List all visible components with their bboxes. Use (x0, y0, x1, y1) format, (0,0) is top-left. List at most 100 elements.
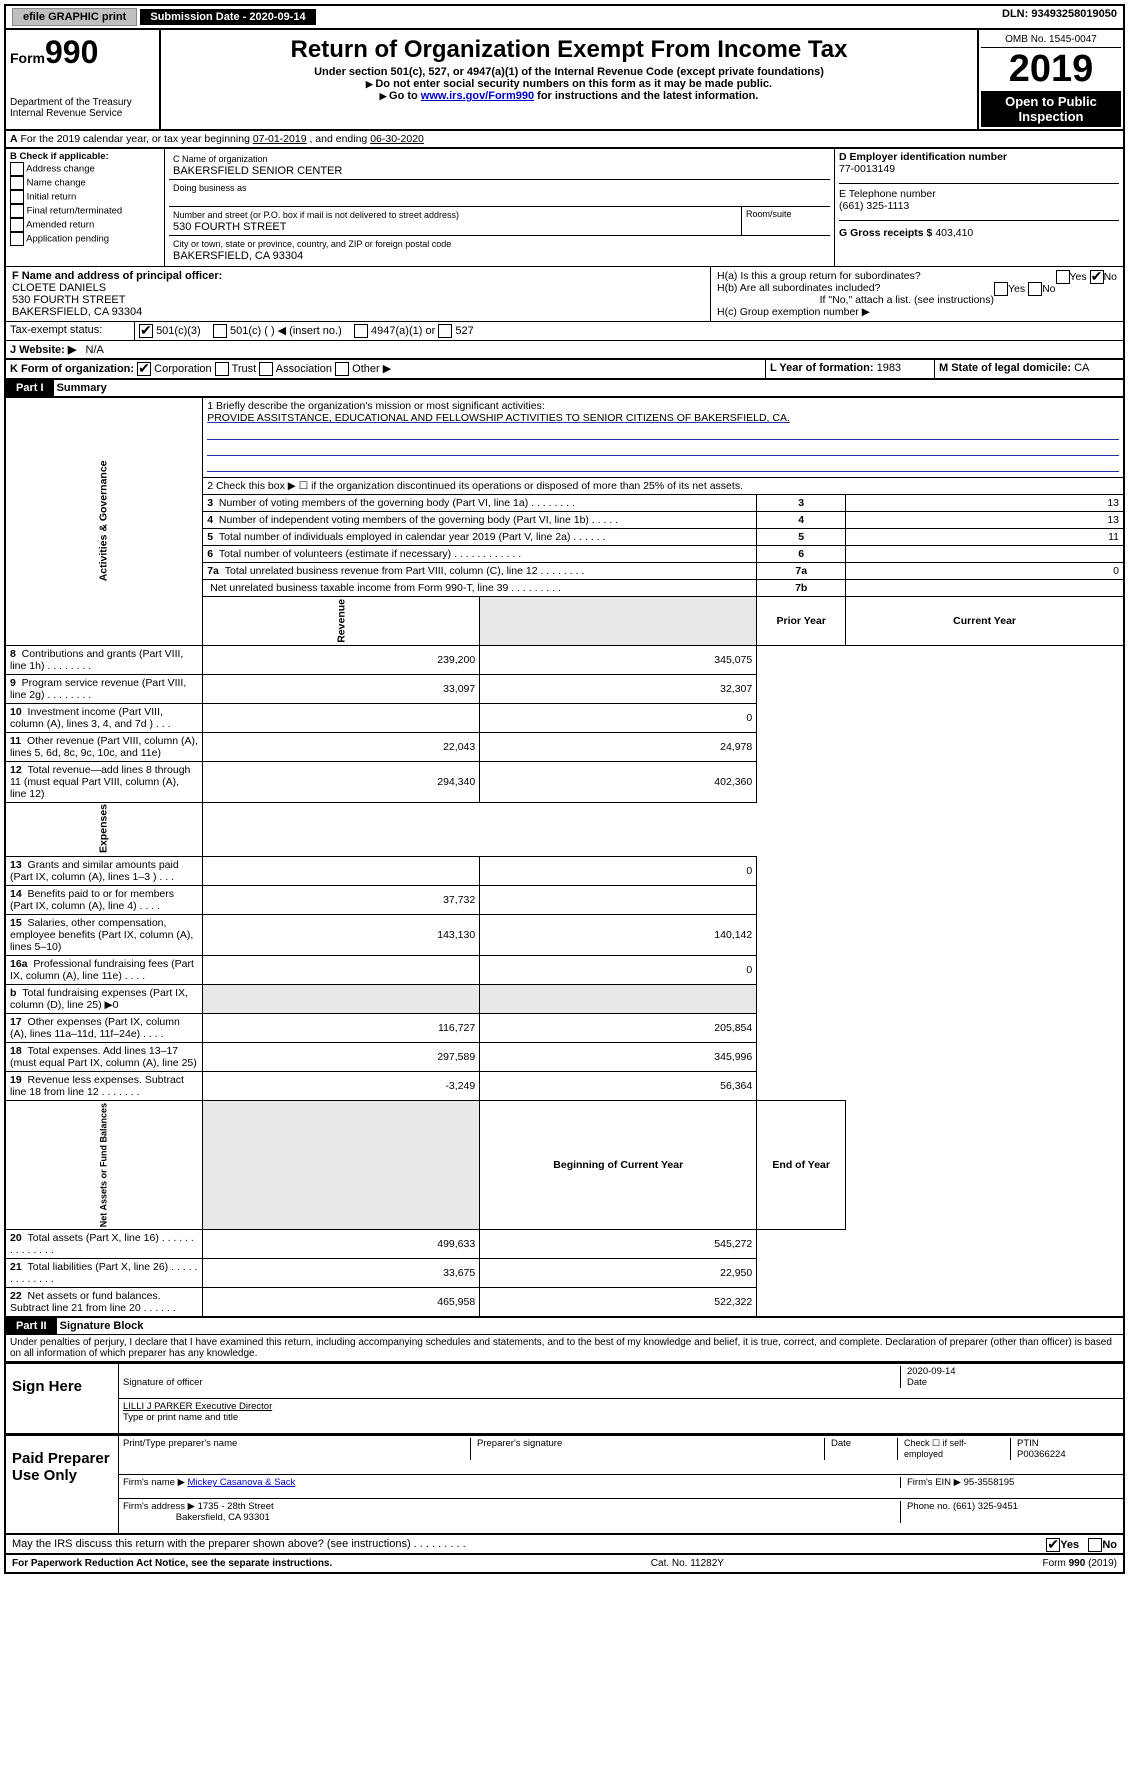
k-opt: Trust (232, 363, 257, 375)
cb-app-pending[interactable] (10, 232, 24, 246)
goto-post: for instructions and the latest informat… (534, 90, 758, 102)
irs-link[interactable]: www.irs.gov/Form990 (421, 90, 534, 102)
cb-address-change[interactable] (10, 162, 24, 176)
phone-label: E Telephone number (839, 188, 936, 200)
k-opt: Association (276, 363, 332, 375)
box-b-label: B Check if applicable: (10, 151, 109, 162)
firm-ein-label: Firm's EIN ▶ (907, 1477, 961, 1488)
phone-value: (661) 325-1113 (839, 200, 909, 212)
form-number: 990 (45, 34, 98, 70)
efile-badge: efile GRAPHIC print (12, 8, 137, 26)
officer-name: CLOETE DANIELS (12, 282, 106, 294)
website-row: J Website: ▶ N/A (4, 341, 1125, 360)
te-1: 501(c)(3) (156, 325, 201, 337)
col-end: End of Year (757, 1101, 846, 1230)
submission-date: Submission Date - 2020-09-14 (140, 9, 315, 25)
cb-hb-no[interactable] (1028, 282, 1042, 296)
officer-printed: LILLI J PARKER Executive Director (123, 1401, 272, 1412)
form-header: Form990 Department of the Treasury Inter… (4, 30, 1125, 131)
prep-date-label: Date (831, 1438, 898, 1460)
dept-label: Department of the Treasury Internal Reve… (10, 97, 155, 119)
cb-trust[interactable] (215, 362, 229, 376)
cb-ha-no[interactable] (1090, 270, 1104, 284)
sign-here-block: Sign Here Signature of officer 2020-09-1… (4, 1363, 1125, 1435)
cb-corp[interactable] (137, 362, 151, 376)
h-note: If "No," attach a list. (see instruction… (717, 294, 1117, 306)
footer-mid: Cat. No. 11282Y (651, 1558, 724, 1569)
cb-label: Name change (27, 178, 86, 189)
cb-501c3[interactable] (139, 324, 153, 338)
org-name: BAKERSFIELD SENIOR CENTER (173, 165, 342, 177)
perjury-text: Under penalties of perjury, I declare th… (4, 1334, 1125, 1363)
col-prior: Prior Year (757, 597, 846, 646)
part2-header: Part II Signature Block (4, 1318, 1125, 1334)
cb-501c[interactable] (213, 324, 227, 338)
form-label: Form (10, 50, 45, 66)
period-pre: For the 2019 calendar year, or tax year … (21, 133, 253, 145)
h-c: H(c) Group exemption number ▶ (717, 306, 1117, 318)
cb-amended[interactable] (10, 218, 24, 232)
period-row: A For the 2019 calendar year, or tax yea… (4, 131, 1125, 149)
k-opt: Corporation (154, 363, 211, 375)
gross-label: G Gross receipts $ (839, 227, 932, 239)
sig-date-label: Date (907, 1377, 927, 1388)
firm-addr-label: Firm's address ▶ (123, 1501, 195, 1512)
klm-row: K Form of organization: Corporation Trus… (4, 360, 1125, 380)
footer-left: For Paperwork Reduction Act Notice, see … (12, 1558, 332, 1569)
yes-label: Yes (1008, 283, 1025, 295)
firm-name-label: Firm's name ▶ (123, 1477, 185, 1488)
self-employed: Check ☐ if self-employed (904, 1438, 1011, 1460)
prep-name-label: Print/Type preparer's name (123, 1438, 471, 1460)
part2-title: Signature Block (60, 1320, 144, 1332)
cb-527[interactable] (438, 324, 452, 338)
vlabel-expenses: Expenses (5, 802, 203, 856)
period-mid: , and ending (309, 133, 370, 145)
cb-hb-yes[interactable] (994, 282, 1008, 296)
dln: DLN: 93493258019050 (996, 6, 1123, 28)
mission-prompt: 1 Briefly describe the organization's mi… (207, 400, 1119, 412)
goto-pre: Go to (389, 90, 421, 102)
c-name-label: C Name of organization (173, 154, 268, 164)
cb-initial[interactable] (10, 190, 24, 204)
cb-4947[interactable] (354, 324, 368, 338)
m-label: M State of legal domicile: (939, 362, 1071, 374)
cb-final[interactable] (10, 204, 24, 218)
officer-addr1: 530 FOURTH STREET (12, 294, 126, 306)
period-end: 06-30-2020 (370, 133, 424, 145)
part2-badge: Part II (6, 1318, 57, 1334)
col-beg: Beginning of Current Year (480, 1101, 757, 1230)
vlabel-governance: Activities & Governance (5, 397, 203, 645)
officer-block: F Name and address of principal officer:… (4, 267, 1125, 322)
h-b: H(b) Are all subordinates included? (717, 282, 880, 294)
sig-officer-label: Signature of officer (123, 1377, 203, 1388)
firm-addr2: Bakersfield, CA 93301 (176, 1512, 270, 1523)
cb-assoc[interactable] (259, 362, 273, 376)
firm-addr1: 1735 - 28th Street (198, 1501, 274, 1512)
te-4: 527 (455, 325, 473, 337)
cb-label: Amended return (26, 220, 94, 231)
cb-ha-yes[interactable] (1056, 270, 1070, 284)
summary-table: Activities & Governance 1 Briefly descri… (4, 396, 1125, 1318)
omb: OMB No. 1545-0047 (981, 32, 1121, 48)
cb-discuss-yes[interactable] (1046, 1538, 1060, 1552)
line-2: 2 Check this box ▶ ☐ if the organization… (203, 478, 1124, 495)
firm-phone: (661) 325-9451 (953, 1501, 1018, 1512)
cb-label: Application pending (26, 234, 109, 245)
cb-label: Address change (26, 164, 95, 175)
paid-label: Paid Preparer Use Only (6, 1436, 119, 1533)
cb-name-change[interactable] (10, 176, 24, 190)
firm-name[interactable]: Mickey Casanova & Sack (188, 1477, 296, 1488)
box-c: C Name of organization BAKERSFIELD SENIO… (165, 149, 834, 266)
officer-printed-label: Type or print name and title (123, 1412, 238, 1423)
part1-badge: Part I (6, 380, 54, 396)
no-label: No (1102, 1539, 1117, 1551)
sig-date: 2020-09-14 (907, 1366, 956, 1377)
cb-discuss-no[interactable] (1088, 1538, 1102, 1552)
te-2: 501(c) ( ) ◀ (insert no.) (230, 325, 342, 337)
te-label: Tax-exempt status: (6, 322, 135, 340)
period-begin: 07-01-2019 (253, 133, 307, 145)
firm-phone-label: Phone no. (907, 1501, 950, 1512)
k-label: K Form of organization: (10, 363, 134, 375)
cb-other[interactable] (335, 362, 349, 376)
k-opt: Other ▶ (352, 363, 391, 375)
